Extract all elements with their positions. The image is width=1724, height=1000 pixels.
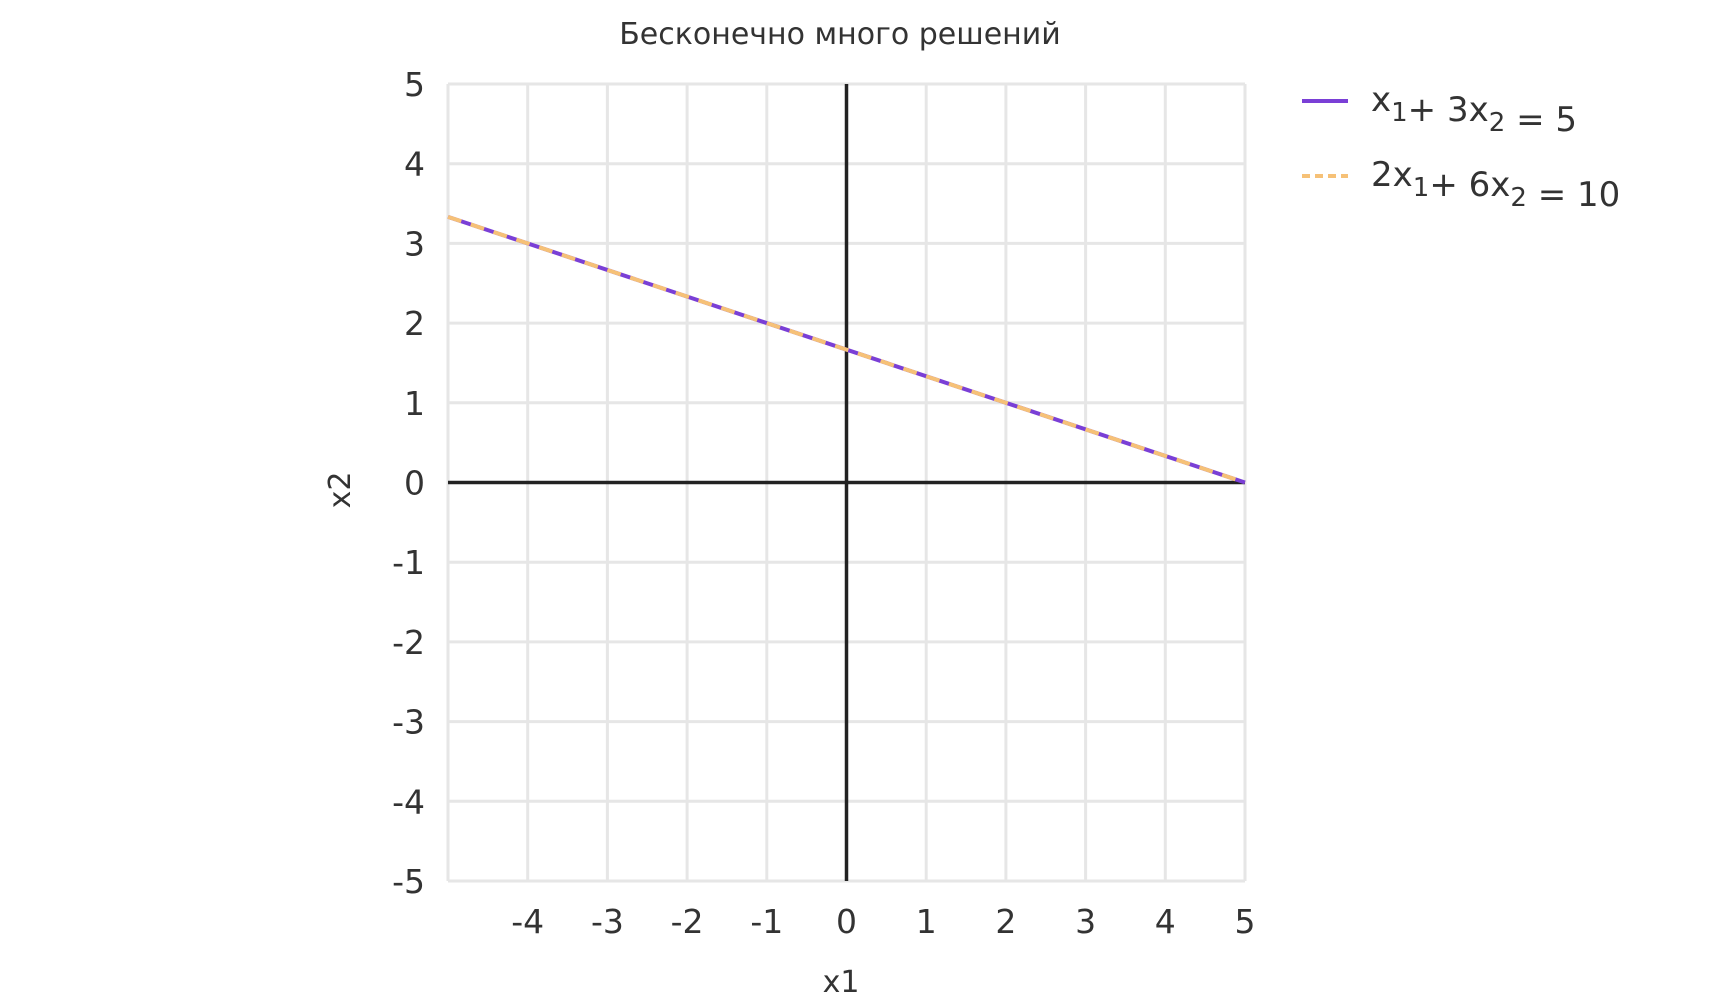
chart-title: Бесконечно много решений: [619, 17, 1061, 52]
x-tick-label: 0: [836, 902, 857, 941]
y-tick-label: -3: [392, 703, 425, 742]
y-tick-label: -5: [392, 862, 425, 901]
y-tick-label: -1: [392, 543, 425, 582]
y-tick-label: 2: [404, 304, 425, 343]
y-tick-label: -4: [392, 782, 425, 821]
y-axis-label: x2: [323, 472, 358, 509]
y-axis-ticks: 5 4 3 2 1 0 -1 -2 -3 -4 -5: [392, 65, 425, 901]
x-axis-label: x1: [823, 965, 860, 1000]
x-tick-label: 4: [1155, 902, 1176, 941]
x-axis-ticks: -4 -3 -2 -1 0 1 2 3 4 5: [511, 902, 1255, 941]
x-tick-label: 3: [1075, 902, 1096, 941]
legend-label-1: x1+ 3x2 = 5: [1371, 80, 1577, 140]
y-tick-label: 5: [404, 65, 425, 104]
y-tick-label: 4: [404, 145, 425, 184]
x-tick-label: 1: [916, 902, 937, 941]
x-tick-label: -4: [511, 902, 544, 941]
zero-lines: [448, 84, 1245, 881]
legend-label-2: 2x1+ 6x2 = 10: [1371, 155, 1620, 215]
x-tick-label: -1: [750, 902, 783, 941]
series-line-2: [447, 214, 1246, 485]
y-tick-label: 3: [404, 224, 425, 263]
series-lines: [447, 214, 1246, 485]
y-tick-label: 1: [404, 384, 425, 423]
x-tick-label: -2: [671, 902, 704, 941]
legend: x1+ 3x2 = 5 2x1+ 6x2 = 10: [1302, 80, 1620, 215]
y-tick-label: 0: [404, 464, 425, 503]
y-tick-label: -2: [392, 623, 425, 662]
x-tick-label: 2: [995, 902, 1016, 941]
x-tick-label: -3: [591, 902, 624, 941]
x-tick-label: 5: [1235, 902, 1256, 941]
